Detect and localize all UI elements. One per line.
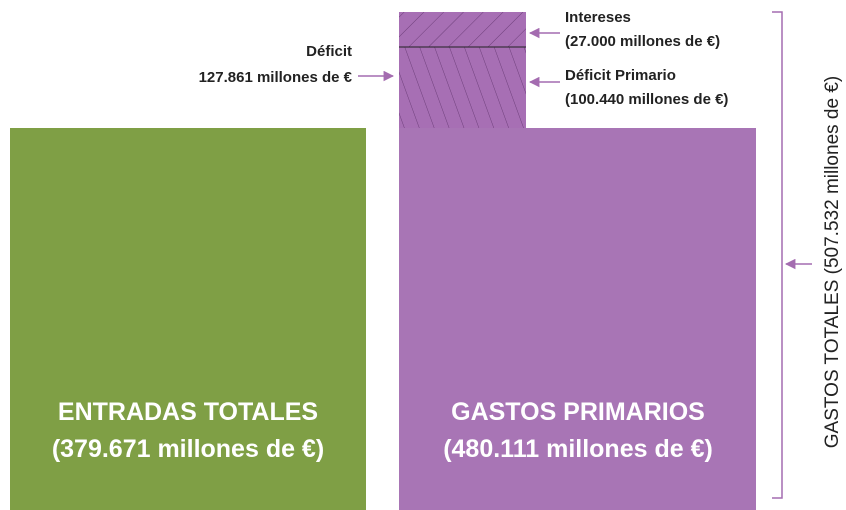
deficit-primario-amount: (100.440 millones de €)	[565, 91, 728, 108]
entradas-label: ENTRADAS TOTALES	[58, 398, 318, 426]
entradas-block	[10, 128, 366, 510]
bracket	[772, 11, 783, 499]
gastos-primarios-amount: (480.111 millones de €)	[443, 435, 713, 463]
intereses-amount: (27.000 millones de €)	[565, 33, 720, 50]
entradas-amount: (379.671 millones de €)	[52, 435, 324, 463]
intereses-block	[399, 12, 526, 47]
deficit-primario-label: Déficit Primario	[565, 67, 676, 84]
deficit-primario-block	[399, 47, 526, 128]
deficit-amount: 127.861 millones de €	[199, 69, 353, 86]
gastos-primarios-label: GASTOS PRIMARIOS	[451, 398, 705, 426]
gastos-totales-label: GASTOS TOTALES (507.532 millones de €)	[822, 76, 843, 448]
intereses-label: Intereses	[565, 9, 631, 26]
gastos-primarios-block	[399, 128, 756, 510]
deficit-label: Déficit	[306, 43, 352, 60]
